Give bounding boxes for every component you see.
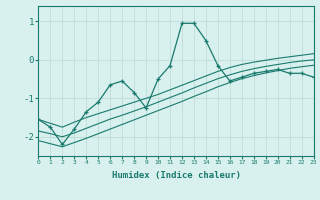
X-axis label: Humidex (Indice chaleur): Humidex (Indice chaleur) (111, 171, 241, 180)
